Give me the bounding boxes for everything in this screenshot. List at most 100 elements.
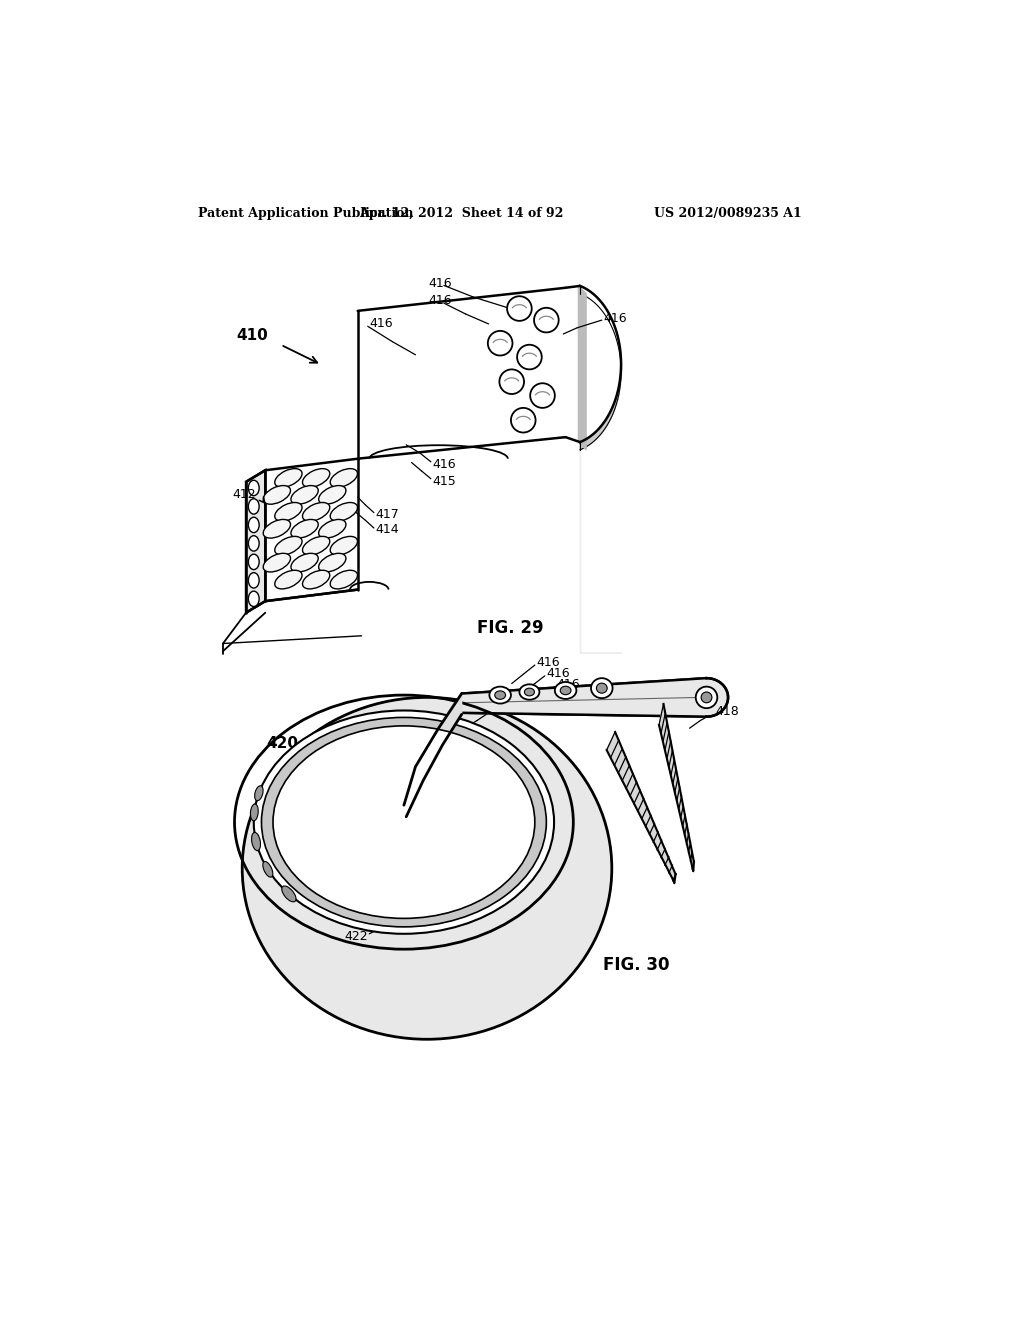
Ellipse shape (302, 503, 330, 521)
Polygon shape (592, 434, 594, 442)
Ellipse shape (560, 686, 571, 694)
Ellipse shape (519, 684, 540, 700)
Ellipse shape (530, 383, 555, 408)
Polygon shape (591, 436, 592, 444)
Ellipse shape (302, 469, 330, 487)
Text: 412: 412 (232, 487, 256, 500)
Text: FIG. 30: FIG. 30 (603, 957, 670, 974)
Polygon shape (603, 422, 604, 432)
Polygon shape (606, 731, 676, 880)
Ellipse shape (524, 688, 535, 696)
Text: FIG. 29: FIG. 29 (477, 619, 544, 638)
Ellipse shape (330, 469, 357, 487)
Ellipse shape (330, 536, 357, 554)
Ellipse shape (291, 553, 318, 572)
Text: 422: 422 (344, 929, 368, 942)
Polygon shape (580, 441, 582, 450)
Text: 417: 417 (376, 508, 399, 520)
Ellipse shape (243, 697, 611, 1039)
Text: 415: 415 (432, 475, 456, 488)
Ellipse shape (489, 686, 511, 704)
Ellipse shape (495, 690, 506, 700)
Polygon shape (602, 424, 603, 433)
Ellipse shape (263, 862, 272, 878)
Ellipse shape (291, 520, 318, 539)
Polygon shape (592, 293, 594, 302)
Polygon shape (586, 289, 587, 297)
Polygon shape (265, 459, 357, 601)
Ellipse shape (511, 408, 536, 433)
Ellipse shape (330, 570, 357, 589)
Polygon shape (462, 678, 728, 717)
Polygon shape (595, 296, 596, 304)
Polygon shape (601, 301, 602, 310)
Ellipse shape (249, 536, 259, 552)
Polygon shape (597, 429, 598, 438)
Ellipse shape (330, 503, 357, 521)
Polygon shape (246, 470, 265, 612)
Ellipse shape (249, 573, 259, 589)
Polygon shape (594, 294, 595, 302)
Polygon shape (604, 306, 605, 315)
Polygon shape (584, 288, 586, 296)
Text: 416: 416 (370, 317, 393, 330)
Ellipse shape (291, 486, 318, 504)
Ellipse shape (273, 726, 535, 919)
Polygon shape (357, 286, 621, 459)
Polygon shape (603, 304, 604, 313)
Polygon shape (599, 426, 601, 436)
Polygon shape (594, 433, 595, 442)
Ellipse shape (318, 486, 346, 504)
Polygon shape (590, 292, 591, 300)
Polygon shape (595, 432, 596, 441)
Ellipse shape (507, 296, 531, 321)
Ellipse shape (252, 833, 260, 850)
Ellipse shape (249, 499, 259, 515)
Text: 416: 416 (429, 277, 453, 289)
Ellipse shape (274, 570, 302, 589)
Ellipse shape (591, 678, 612, 698)
Polygon shape (596, 296, 597, 305)
Ellipse shape (274, 536, 302, 554)
Ellipse shape (517, 345, 542, 370)
Polygon shape (599, 300, 601, 309)
Text: 416: 416 (547, 667, 570, 680)
Polygon shape (584, 440, 586, 447)
Polygon shape (591, 292, 592, 301)
Text: 414: 414 (376, 523, 399, 536)
Text: 416: 416 (429, 294, 453, 308)
Ellipse shape (318, 520, 346, 539)
Ellipse shape (249, 517, 259, 533)
Ellipse shape (282, 886, 296, 902)
Polygon shape (586, 438, 587, 447)
Ellipse shape (249, 480, 259, 496)
Polygon shape (580, 286, 582, 294)
Polygon shape (583, 288, 584, 296)
Text: US 2012/0089235 A1: US 2012/0089235 A1 (654, 207, 802, 220)
Ellipse shape (263, 553, 291, 572)
Polygon shape (597, 297, 598, 306)
Ellipse shape (263, 486, 291, 504)
Polygon shape (598, 298, 599, 308)
Ellipse shape (318, 553, 346, 572)
Polygon shape (582, 286, 583, 294)
Text: 420: 420 (266, 737, 298, 751)
Polygon shape (596, 430, 597, 440)
Polygon shape (579, 286, 586, 450)
Text: 416: 416 (537, 656, 560, 669)
Ellipse shape (555, 682, 577, 700)
Text: Patent Application Publication: Patent Application Publication (199, 207, 414, 220)
Polygon shape (588, 290, 590, 298)
Polygon shape (587, 289, 588, 298)
Polygon shape (583, 440, 584, 449)
Ellipse shape (255, 785, 263, 801)
Text: 416: 416 (556, 677, 580, 690)
Ellipse shape (695, 686, 717, 708)
Text: 418: 418 (716, 705, 739, 718)
Ellipse shape (487, 331, 512, 355)
Ellipse shape (302, 536, 330, 554)
Polygon shape (590, 436, 591, 445)
Ellipse shape (500, 370, 524, 395)
Ellipse shape (535, 308, 559, 333)
Ellipse shape (249, 591, 259, 607)
